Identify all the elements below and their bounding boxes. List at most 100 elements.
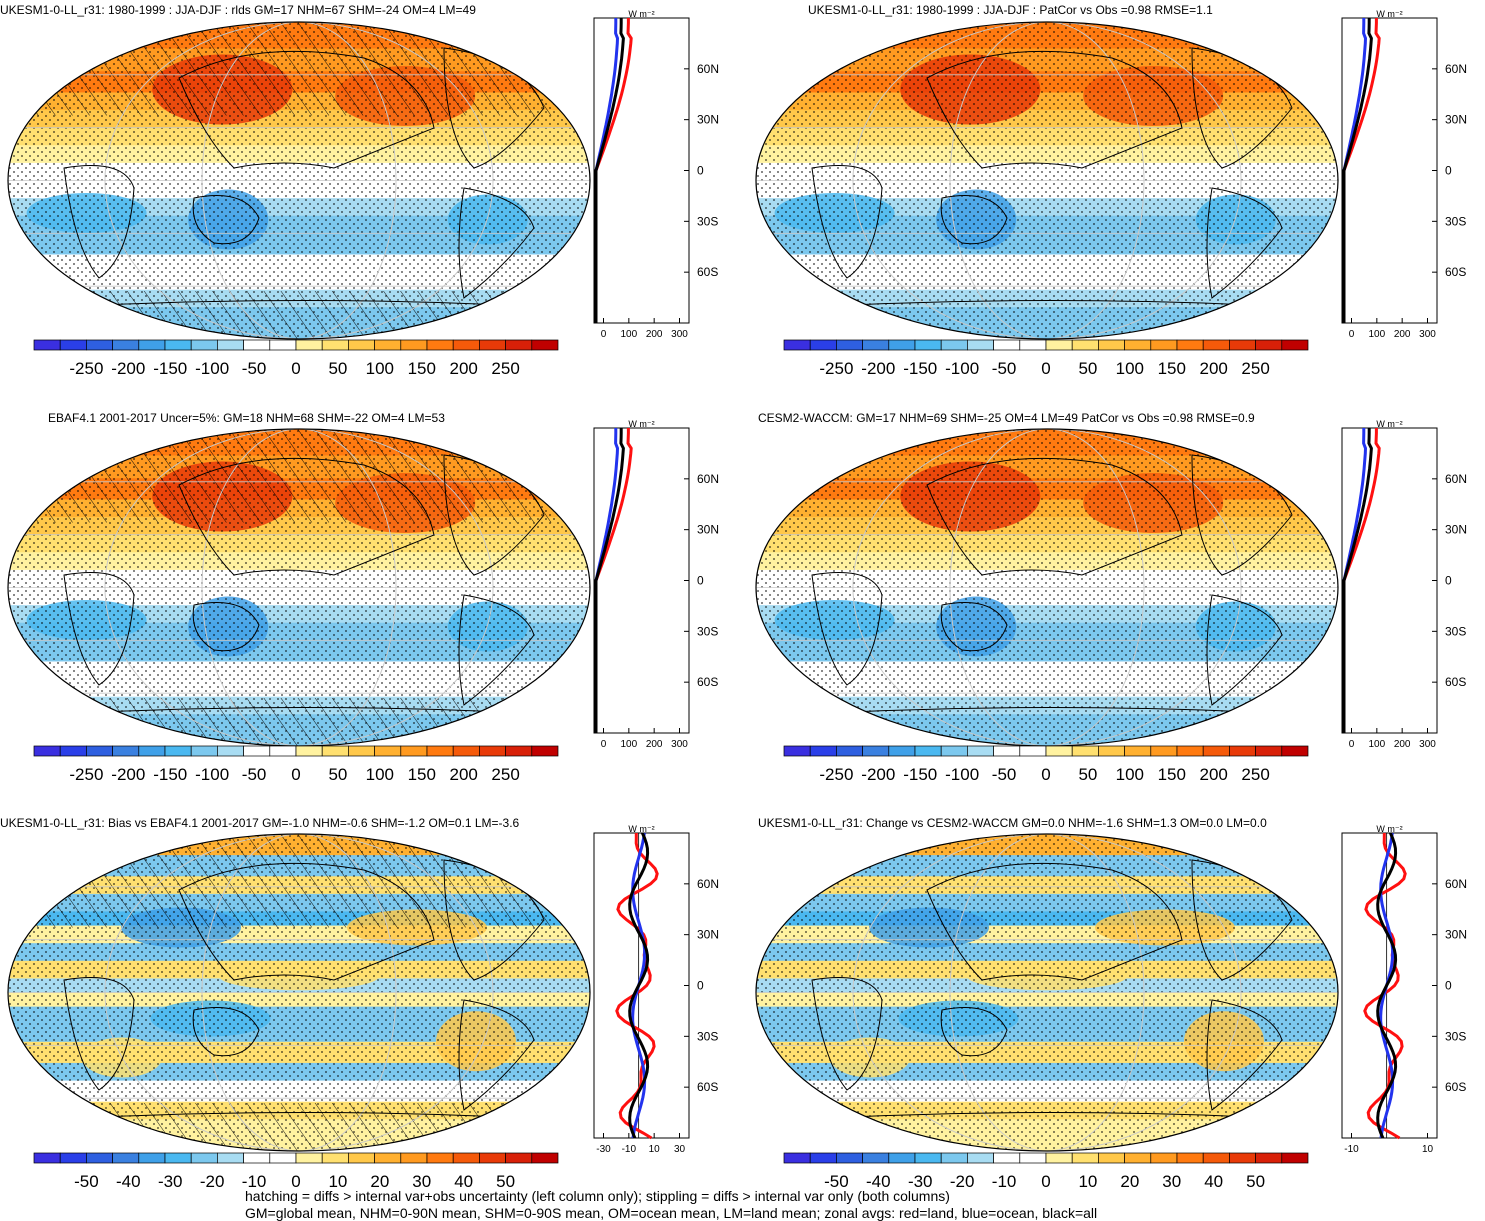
colorbar-swatch	[295, 745, 323, 757]
colorbar-tick-label: -250	[819, 765, 853, 784]
colorbar-swatch	[1098, 339, 1125, 351]
colorbar-swatch	[1255, 1152, 1283, 1164]
colorbar-tick-label: -150	[903, 359, 937, 378]
zonal-x-tick: 300	[671, 329, 688, 340]
zonal-lat-tick: 30N	[1445, 928, 1467, 942]
colorbar-swatch	[1229, 1152, 1256, 1164]
colorbar-tick-label: 0	[291, 359, 300, 378]
colorbar-swatch	[1229, 745, 1256, 757]
colorbar-tick-label: -100	[195, 359, 229, 378]
colorbar-tick-label: -100	[195, 765, 229, 784]
colorbar-swatch	[1229, 339, 1256, 351]
colorbar-swatch	[1202, 339, 1230, 351]
colorbar-swatch	[940, 745, 968, 757]
coastline	[940, 602, 1008, 652]
zonal-x-tick: 0	[1349, 739, 1355, 750]
coastline	[192, 1007, 260, 1057]
colorbar-swatch	[1202, 1152, 1230, 1164]
colorbar-tick-label: 250	[491, 359, 519, 378]
colorbar-swatch	[783, 1152, 811, 1164]
zonal-frame	[593, 427, 690, 734]
colorbar-swatch	[836, 339, 863, 351]
colorbar-swatch	[836, 745, 863, 757]
coastline	[926, 50, 1183, 169]
colorbar-swatch	[1019, 339, 1047, 351]
zonal-lat-tick: 60S	[697, 1080, 718, 1094]
zonal-lat-tick: 60N	[697, 62, 719, 76]
zonal-all-line	[594, 18, 625, 323]
colorbar-swatch	[479, 1152, 506, 1164]
colorbar-swatch	[452, 1152, 480, 1164]
colorbar-1: -250 -200 -150 -100 -50 0 50 100 150 200 250	[33, 339, 559, 378]
colorbar-tick-label: -150	[153, 359, 187, 378]
colorbar-tick-label: 50	[328, 765, 347, 784]
colorbar-swatch	[217, 745, 244, 757]
colorbar-tick-label: 0	[1041, 1172, 1050, 1191]
zonal-lat-tick: 0	[1445, 164, 1452, 178]
map-panel-1	[7, 21, 591, 340]
zonal-mean-plot-5: W m⁻² 60N 30N 0 30S 60S -30 -10 10 30	[593, 824, 719, 1155]
colorbar-swatch	[243, 745, 271, 757]
zonal-land-line	[1342, 18, 1381, 323]
colorbar-4: -250 -200 -150 -100 -50 0 50 100 150 200 250	[783, 745, 1309, 784]
zonal-all-line	[628, 832, 650, 1139]
colorbar-swatch	[809, 1152, 837, 1164]
coastline	[178, 457, 435, 576]
coastline	[63, 165, 135, 279]
zonal-lat-tick: 60S	[697, 675, 718, 689]
zonal-x-tick: 100	[620, 739, 637, 750]
zonal-lat-tick: 30S	[697, 1029, 718, 1043]
zonal-ocean-line	[594, 428, 620, 733]
coastline	[192, 602, 260, 652]
zonal-x-tick: 10	[1422, 1144, 1434, 1155]
zonal-frame	[593, 17, 690, 324]
zonal-x-tick: 10	[649, 1144, 661, 1155]
colorbar-tick-label: 20	[1120, 1172, 1139, 1191]
coastline	[811, 165, 883, 279]
colorbar-swatch	[1150, 1152, 1178, 1164]
colorbar-swatch	[295, 1152, 323, 1164]
colorbar-swatch	[321, 339, 349, 351]
colorbar-5: -50 -40 -30 -20 -10 0 10 20 30 40 50	[33, 1152, 559, 1191]
colorbar-swatch	[783, 745, 811, 757]
colorbar-tick-label: 0	[1041, 359, 1050, 378]
colorbar-swatch	[400, 1152, 428, 1164]
colorbar-swatch	[1255, 339, 1283, 351]
zonal-lat-tick: 0	[697, 164, 704, 178]
colorbar-tick-label: 150	[1158, 359, 1186, 378]
colorbar-swatch	[1098, 745, 1125, 757]
zonal-x-tick: 200	[646, 329, 663, 340]
coastline	[940, 195, 1008, 245]
colorbar-swatch	[112, 339, 140, 351]
zonal-lat-tick: 60S	[1445, 675, 1466, 689]
panel-title-6: UKESM1-0-LL_r31: Change vs CESM2-WACCM G…	[758, 816, 1267, 830]
colorbar-swatch	[59, 1152, 87, 1164]
colorbar-tick-label: 50	[1078, 359, 1097, 378]
colorbar-swatch	[1281, 1152, 1309, 1164]
colorbar-swatch	[1150, 339, 1178, 351]
colorbar-swatch	[1045, 1152, 1073, 1164]
colorbar-tick-label: 0	[291, 1172, 300, 1191]
coastline	[926, 862, 1183, 981]
colorbar-swatch	[217, 1152, 244, 1164]
footnote-hatching: hatching = diffs > internal var+obs unce…	[245, 1188, 950, 1204]
colorbar-swatch	[164, 1152, 192, 1164]
colorbar-swatch	[1176, 1152, 1204, 1164]
zonal-unit-label: W m⁻²	[628, 824, 654, 834]
colorbar-swatch	[1045, 745, 1073, 757]
colorbar-swatch	[348, 1152, 375, 1164]
colorbar-tick-label: 10	[328, 1172, 347, 1191]
colorbar-tick-label: 200	[449, 359, 477, 378]
colorbar-6: -50 -40 -30 -20 -10 0 10 20 30 40 50	[783, 1152, 1309, 1191]
zonal-mean-plot-2: W m⁻² 60N 30N 0 30S 60S 0 100 200 300	[1341, 9, 1467, 340]
map-panel-6	[755, 833, 1339, 1152]
zonal-x-tick: 300	[671, 739, 688, 750]
colorbar-tick-label: 250	[1241, 359, 1269, 378]
coastline	[811, 977, 883, 1091]
colorbar-swatch	[86, 745, 113, 757]
zonal-lat-tick: 60S	[1445, 265, 1466, 279]
colorbar-tick-label: 30	[412, 1172, 431, 1191]
zonal-x-tick: 300	[1419, 739, 1436, 750]
colorbar-swatch	[888, 1152, 916, 1164]
